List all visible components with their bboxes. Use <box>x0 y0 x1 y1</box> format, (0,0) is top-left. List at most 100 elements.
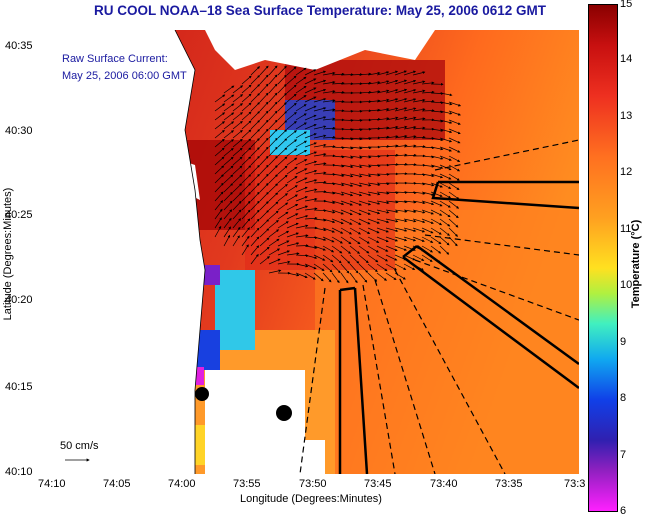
current-vector <box>340 191 354 197</box>
current-vector <box>295 244 309 247</box>
current-vector <box>214 165 225 175</box>
colorbar-label: Temperature (°C) <box>630 219 642 309</box>
current-vector <box>367 108 381 112</box>
current-vector <box>367 200 381 205</box>
current-vector <box>232 218 242 229</box>
current-vector <box>448 236 458 247</box>
current-vector <box>313 107 327 112</box>
map-title: RU COOL NOAA–18 Sea Surface Temperature:… <box>94 3 546 18</box>
current-vector <box>394 191 408 194</box>
current-vector <box>214 156 225 166</box>
current-vector <box>367 236 380 243</box>
current-vector <box>313 162 327 166</box>
current-vector <box>268 110 278 121</box>
current-vector <box>322 80 336 85</box>
current-vector <box>259 237 270 247</box>
current-vector <box>250 227 260 238</box>
current-vector <box>214 94 226 103</box>
current-vector <box>439 182 452 189</box>
current-vector <box>412 254 425 261</box>
current-vector <box>394 107 408 112</box>
current-vector <box>259 164 269 175</box>
current-vector <box>223 121 235 130</box>
sst-map[interactable] <box>55 30 579 474</box>
current-vector <box>286 121 297 130</box>
current-vector <box>277 230 290 238</box>
current-vector <box>277 183 288 193</box>
current-vector <box>430 209 443 216</box>
current-vector <box>250 111 260 121</box>
current-vector <box>376 218 390 224</box>
current-vector <box>232 209 242 220</box>
current-vector <box>349 182 363 187</box>
current-vector <box>448 110 461 116</box>
current-vector <box>250 129 260 139</box>
current-vector <box>268 248 281 256</box>
current-vector <box>439 218 451 227</box>
current-vector <box>349 245 360 254</box>
current-vector <box>268 229 280 238</box>
current-vector <box>223 130 234 139</box>
current-vector <box>268 165 278 175</box>
current-vector <box>349 128 363 132</box>
current-vector <box>295 254 309 258</box>
current-vector <box>331 209 344 215</box>
current-vector <box>439 209 451 218</box>
current-vector <box>367 272 378 282</box>
colorbar-tick: 11 <box>620 223 632 235</box>
current-vector <box>259 137 269 148</box>
y-tick: 40:20 <box>5 294 33 306</box>
current-vector <box>331 272 340 284</box>
current-vector <box>286 148 298 157</box>
current-vector <box>349 227 362 235</box>
current-vector <box>358 263 369 273</box>
current-vector <box>241 102 252 112</box>
current-vector <box>385 163 399 166</box>
current-vector <box>250 236 260 247</box>
current-vector <box>223 226 231 238</box>
current-vector <box>259 210 269 220</box>
current-vector <box>394 272 406 280</box>
current-vector <box>286 185 298 193</box>
current-vector <box>376 173 390 176</box>
current-vector <box>250 218 260 229</box>
current-vector <box>268 119 278 130</box>
current-vector <box>250 155 260 166</box>
current-vector <box>241 75 252 85</box>
current-vector <box>277 250 290 256</box>
current-vector <box>340 200 353 206</box>
land-staten-island <box>115 130 185 180</box>
current-vector <box>322 145 336 148</box>
y-tick: 40:10 <box>5 466 33 478</box>
current-vector <box>421 146 435 150</box>
current-vector <box>403 116 417 121</box>
current-vector <box>367 90 381 94</box>
current-vector <box>322 126 336 130</box>
current-vector <box>367 81 381 85</box>
current-vector <box>295 263 309 268</box>
current-vector <box>394 125 408 130</box>
current-vector <box>340 128 354 132</box>
current-vector <box>241 200 251 211</box>
current-vector <box>304 114 317 121</box>
current-vector <box>412 173 426 177</box>
current-vector <box>448 173 460 181</box>
current-vector <box>349 191 363 197</box>
current-vector <box>295 104 307 112</box>
current-vector <box>376 135 390 139</box>
current-vector <box>268 65 278 76</box>
current-vector <box>394 134 408 139</box>
current-vector <box>331 100 345 103</box>
current-vector <box>304 197 318 202</box>
current-vector <box>232 183 243 193</box>
current-vector <box>394 263 407 270</box>
current-vector <box>403 200 417 204</box>
current-vector <box>403 163 417 166</box>
y-tick: 40:30 <box>5 125 33 137</box>
current-vector <box>304 87 317 94</box>
current-vector <box>277 156 288 166</box>
current-vector <box>223 156 234 166</box>
current-vector <box>331 263 341 274</box>
current-vector <box>394 88 408 94</box>
current-vector <box>340 218 353 225</box>
